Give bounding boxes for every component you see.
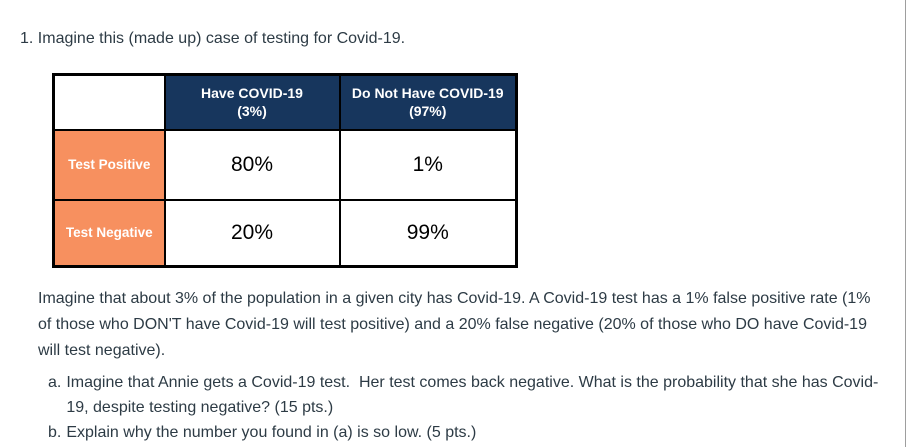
sub-questions-list: a. Imagine that Annie gets a Covid-19 te… <box>48 370 886 445</box>
col-header-title: Do Not Have COVID-19 <box>351 85 504 102</box>
question-b-text: Explain why the number you found in (a) … <box>66 424 477 441</box>
question-a-marker: a. <box>48 374 62 391</box>
question-a-text: Imagine that Annie gets a Covid-19 test.… <box>66 374 879 416</box>
question-a: a. Imagine that Annie gets a Covid-19 te… <box>48 370 886 420</box>
col-header-title: Have COVID-19 <box>201 85 303 102</box>
col-header-have-covid: Have COVID-19 (3%) <box>163 73 341 131</box>
scenario-paragraph: Imagine that about 3% of the population … <box>38 290 871 359</box>
col-header-no-covid: Do Not Have COVID-19 (97%) <box>338 73 518 131</box>
col-header-rate: (3%) <box>237 103 267 120</box>
row-label-test-positive: Test Positive <box>52 128 166 201</box>
table-row-test-negative: Test Negative 20% 99% <box>52 198 518 268</box>
table-header-row: Have COVID-19 (3%) Do Not Have COVID-19 … <box>53 73 518 131</box>
cell-positive-have-covid: 80% <box>163 128 341 201</box>
question-title: 1. Imagine this (made up) case of testin… <box>20 30 406 47</box>
covid-contingency-table: Have COVID-19 (3%) Do Not Have COVID-19 … <box>52 73 518 268</box>
cell-positive-no-covid: 1% <box>338 128 518 201</box>
row-label-test-negative: Test Negative <box>52 198 166 268</box>
question-b-marker: b. <box>48 424 62 441</box>
cell-negative-have-covid: 20% <box>163 198 341 268</box>
question-b: b. Explain why the number you found in (… <box>48 420 886 445</box>
table-row-test-positive: Test Positive 80% 1% <box>52 128 518 201</box>
cell-negative-no-covid: 99% <box>338 198 518 268</box>
table-corner-blank-cell <box>53 74 165 130</box>
col-header-rate: (97%) <box>409 103 447 120</box>
